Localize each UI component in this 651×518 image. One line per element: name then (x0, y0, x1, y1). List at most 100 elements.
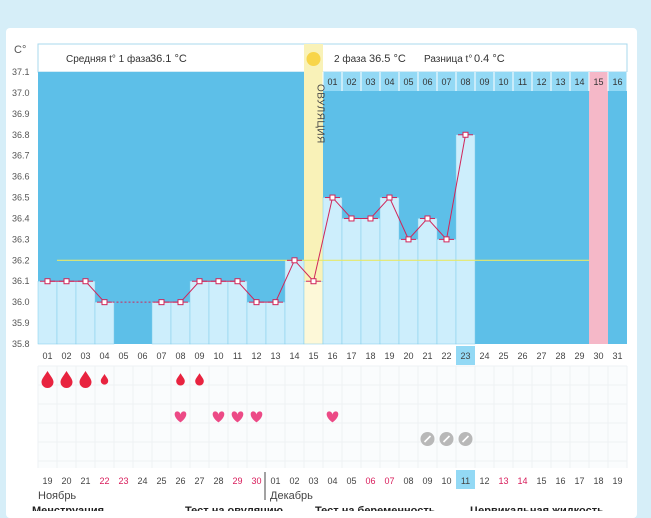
temperature-bar (94, 301, 115, 345)
calendar-day-highlight (456, 470, 475, 489)
calendar-day-label: 25 (156, 476, 166, 486)
cycle-day-label: 06 (137, 351, 147, 361)
phase2-day-number: 07 (441, 77, 451, 87)
phase2-day-number: 02 (346, 77, 356, 87)
phase2-day-number: 03 (365, 77, 375, 87)
temperature-bar (56, 280, 77, 345)
y-tick-label: 37.1 (12, 67, 30, 77)
calendar-day-label: 01 (270, 476, 280, 486)
temperature-bar (37, 280, 58, 345)
temperature-point (234, 278, 241, 285)
heart-icon (326, 411, 339, 423)
phase2-day-number: 06 (422, 77, 432, 87)
temperature-bar (455, 134, 476, 345)
cycle-day-label: 22 (441, 351, 451, 361)
temperature-point (367, 215, 374, 222)
phase2-average-label: 2 фаза (334, 53, 367, 65)
heart-icon (212, 411, 225, 423)
expected-period-column (589, 72, 608, 344)
temperature-point (272, 299, 279, 306)
cycle-day-label: 20 (403, 351, 413, 361)
temperature-point (101, 299, 108, 306)
cycle-day-label: 12 (251, 351, 261, 361)
phase2-average-value: 36.5 °C (369, 53, 406, 65)
phase2-day-number: 08 (460, 77, 470, 87)
cycle-day-label: 21 (422, 351, 432, 361)
cycle-day-label: 23 (460, 351, 470, 361)
temperature-line-segment (427, 218, 447, 240)
footer-section-label: Цервикальная жидкость (470, 505, 604, 511)
phase2-day-number: 11 (518, 77, 527, 87)
footer-section-label: Тест на овуляцию (185, 505, 283, 511)
temperature-point (44, 278, 51, 285)
ovulation-column (304, 44, 323, 344)
month-label-december: Декабрь (270, 490, 313, 502)
calendar-day-label: 23 (118, 476, 128, 486)
calendar-day-label: 17 (574, 476, 584, 486)
cycle-day-label: 05 (118, 351, 128, 361)
y-tick-label: 36.1 (12, 276, 30, 286)
y-tick-label: 36.0 (12, 297, 30, 307)
cycle-day-label: 28 (555, 351, 565, 361)
cycle-day-label: 26 (517, 351, 527, 361)
temperature-point (196, 278, 203, 285)
menstruation-drop-icon (79, 371, 92, 388)
chart-header: C° Средняя t° 1 фаза 36.1 °C 2 фаза 36.5… (14, 44, 505, 65)
temperature-line-segment (294, 259, 314, 282)
cycle-day-label: 16 (327, 351, 337, 361)
cycle-day-label: 11 (233, 351, 242, 361)
temperature-point (348, 215, 355, 222)
menstruation-drop-icon (41, 371, 54, 388)
calendar-day-label: 14 (517, 476, 527, 486)
temperature-line-segment (237, 280, 257, 303)
phase1-average-value: 36.1 °C (150, 53, 187, 65)
calendar-day-label: 15 (536, 476, 546, 486)
cycle-day-label: 08 (175, 351, 185, 361)
calendar-day-label: 02 (289, 476, 299, 486)
cycle-day-label: 15 (308, 351, 318, 361)
y-tick-label: 37.0 (12, 88, 30, 98)
y-tick-label: 35.8 (12, 339, 30, 349)
temperature-bar (322, 197, 343, 345)
unit-label: C° (14, 44, 26, 56)
heart-icon (231, 411, 244, 423)
cycle-day-label: 09 (194, 351, 204, 361)
calendar-day-label: 05 (346, 476, 356, 486)
calendar-day-label: 10 (441, 476, 451, 486)
temperature-point (63, 278, 70, 285)
axes: 01 02 03 04 05 06 07 08 09 10 11 12 13 14 15 16 37.1 37.0… (12, 67, 623, 365)
calendar-day-label: 07 (384, 476, 394, 486)
y-tick-label: 36.5 (12, 193, 30, 203)
header-band (37, 43, 628, 73)
menstruation-drop-icon (100, 374, 109, 385)
temperature-point (158, 299, 165, 306)
calendar-day-label: 03 (308, 476, 318, 486)
calendar-day-label: 26 (175, 476, 185, 486)
calendar-day-label: 29 (232, 476, 242, 486)
temperature-point (291, 257, 298, 264)
phase2-day-number: 04 (384, 77, 394, 87)
heart-icon (250, 411, 263, 423)
temperature-bar (170, 301, 191, 345)
y-tick-label: 36.7 (12, 151, 30, 161)
temperature-bar (398, 239, 419, 345)
temperature-line-segment (408, 218, 428, 240)
temperature-point (329, 194, 336, 201)
footer-section-label: Тест на беременность (315, 505, 436, 511)
calendar-day-label: 30 (251, 476, 261, 486)
y-tick-label: 36.9 (12, 109, 30, 119)
cycle-day-label: 10 (213, 351, 223, 361)
y-tick-label: 36.3 (12, 234, 30, 244)
temperature-line-segment (389, 197, 409, 240)
ovulation-label: ОВУЛЯЦИЯ (315, 84, 326, 144)
ovulation-sun-icon (306, 52, 321, 66)
temperature-line-segment (313, 197, 333, 282)
y-tick-label: 36.2 (12, 255, 30, 265)
menstruation-drop-icon (195, 373, 204, 386)
phase2-day-number: 16 (612, 77, 622, 87)
footer-section-label: Менструация (32, 505, 104, 511)
temperature-bar (360, 218, 381, 345)
calendar-footer: Ноябрь Декабрь 19 20 21 22 23 24 25 26 27 28 29 30 0… (32, 470, 623, 511)
cycle-day-label: 04 (99, 351, 109, 361)
phase2-day-number: 05 (403, 77, 413, 87)
